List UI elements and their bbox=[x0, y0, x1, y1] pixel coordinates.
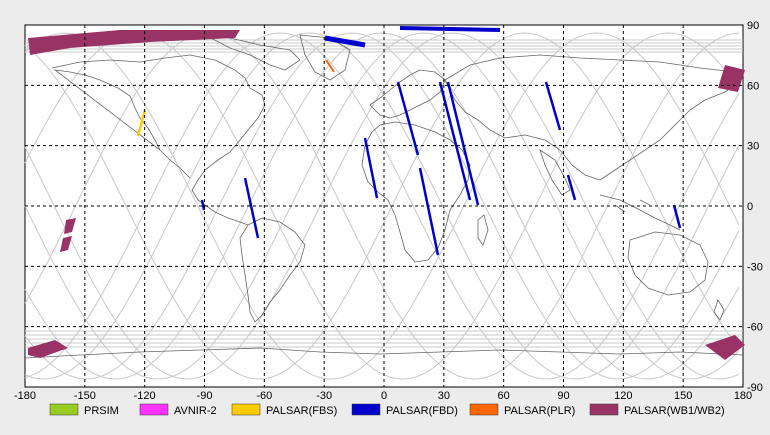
asia-coast bbox=[444, 54, 741, 181]
fbd-swath-europe-1 bbox=[396, 81, 420, 156]
plr-swath-greenland bbox=[325, 59, 335, 73]
orbit-track bbox=[24, 32, 740, 380]
graticule-grid bbox=[25, 25, 743, 387]
legend-item: PALSAR(PLR) bbox=[469, 403, 575, 417]
wb-swath-arctic-west bbox=[28, 30, 240, 55]
latitude-tick-label: 60 bbox=[747, 80, 759, 92]
fbd-swath-europe-3 bbox=[446, 81, 480, 206]
legend-label: AVNIR-2 bbox=[174, 405, 217, 417]
legend-item: PRSIM bbox=[49, 403, 119, 417]
longitude-tick-labels: -180 -150 -120 -90 -60 -30 0 30 60 90 120 150 180 bbox=[14, 390, 752, 402]
legend-swatch bbox=[469, 403, 499, 416]
orbit-track bbox=[24, 32, 740, 380]
latitude-tick-label: 90 bbox=[747, 20, 759, 32]
india-coast bbox=[539, 149, 571, 196]
latitude-tick-label: 30 bbox=[747, 141, 759, 153]
new-zealand-coast bbox=[713, 299, 725, 321]
orbit-track bbox=[24, 32, 740, 380]
wb-swath-east-north bbox=[718, 65, 745, 92]
north-america-coast bbox=[51, 54, 266, 226]
orbit-track bbox=[24, 32, 740, 380]
wb-swath-south-east bbox=[705, 335, 745, 360]
legend-item: PALSAR(FBD) bbox=[351, 403, 458, 417]
fbd-swath-asia-2 bbox=[566, 174, 577, 201]
orbit-track bbox=[24, 32, 740, 380]
legend-item: PALSAR(FBS) bbox=[231, 403, 337, 417]
longitude-tick-label: -90 bbox=[197, 390, 213, 402]
longitude-tick-label: -150 bbox=[74, 390, 96, 402]
orbit-track bbox=[24, 32, 740, 380]
baja-coast bbox=[159, 149, 191, 179]
africa-coast bbox=[361, 121, 471, 263]
south-america-coast bbox=[239, 217, 306, 323]
latitude-tick-label: -60 bbox=[747, 322, 763, 334]
indonesia-coast bbox=[599, 194, 681, 231]
longitude-tick-label: 150 bbox=[674, 390, 692, 402]
legend-item: PALSAR(WB1/WB2) bbox=[589, 403, 725, 417]
legend-swatch bbox=[231, 403, 261, 416]
fbd-swath-greenland bbox=[324, 35, 366, 48]
longitude-tick-label: -180 bbox=[14, 390, 36, 402]
legend-swatch bbox=[49, 403, 79, 416]
legend-label: PALSAR(PLR) bbox=[504, 405, 575, 417]
fbd-swath-oceania bbox=[672, 204, 682, 229]
antarctica-coast bbox=[24, 347, 744, 359]
legend-swatch bbox=[139, 403, 169, 416]
europe-coast bbox=[369, 69, 446, 119]
coastlines bbox=[24, 34, 744, 359]
fbd-swath-south-america bbox=[243, 177, 260, 239]
longitude-tick-label: 0 bbox=[381, 390, 387, 402]
longitude-tick-label: 120 bbox=[614, 390, 632, 402]
longitude-tick-label: -30 bbox=[316, 390, 332, 402]
latitude-tick-label: -30 bbox=[747, 261, 763, 273]
wb1-wb2-swaths bbox=[28, 30, 745, 360]
orbit-track bbox=[24, 32, 740, 380]
plr-swaths bbox=[325, 59, 335, 73]
arctic-islands-coast bbox=[204, 34, 301, 71]
orbit-track bbox=[24, 32, 740, 380]
legend-label: PALSAR(FBS) bbox=[266, 405, 337, 417]
legend-swatch bbox=[351, 403, 381, 416]
fbs-swath-california bbox=[136, 109, 147, 137]
longitude-tick-label: 90 bbox=[557, 390, 569, 402]
longitude-tick-label: 60 bbox=[498, 390, 510, 402]
latitude-tick-label: 0 bbox=[747, 201, 753, 213]
legend-label: PALSAR(WB1/WB2) bbox=[624, 405, 725, 417]
wb-swath-pacific-2 bbox=[60, 236, 72, 252]
legend-label: PRSIM bbox=[84, 405, 119, 417]
fbd-swath-atlantic bbox=[363, 137, 379, 199]
legend-item: AVNIR-2 bbox=[139, 403, 217, 417]
fbd-swath-africa-1 bbox=[418, 167, 440, 256]
longitude-tick-label: -120 bbox=[134, 390, 156, 402]
fbd-swath-europe-2 bbox=[438, 81, 472, 201]
longitude-tick-label: 30 bbox=[438, 390, 450, 402]
longitude-tick-label: 180 bbox=[734, 390, 752, 402]
australia-coast bbox=[627, 231, 709, 296]
fbd-swaths bbox=[200, 26, 682, 256]
sensor-legend: PRSIM AVNIR-2 PALSAR(FBS) PALSAR(FBD) PALSAR… bbox=[49, 403, 725, 417]
fbd-swath-asia-1 bbox=[544, 81, 562, 131]
madagascar-coast bbox=[477, 214, 489, 246]
fbd-swath-pacific bbox=[200, 199, 206, 211]
fbd-swath-arctic bbox=[399, 26, 501, 32]
latitude-tick-labels: 90 60 30 0 -30 -60 -90 bbox=[747, 20, 763, 394]
longitude-tick-label: -60 bbox=[256, 390, 272, 402]
latitude-tick-label: -90 bbox=[747, 382, 763, 394]
wb-swath-pacific-1 bbox=[64, 218, 76, 234]
legend-label: PALSAR(FBD) bbox=[386, 405, 458, 417]
fbs-swaths bbox=[136, 109, 147, 137]
wb-swath-south-west bbox=[28, 340, 68, 358]
legend-swatch bbox=[589, 403, 619, 416]
